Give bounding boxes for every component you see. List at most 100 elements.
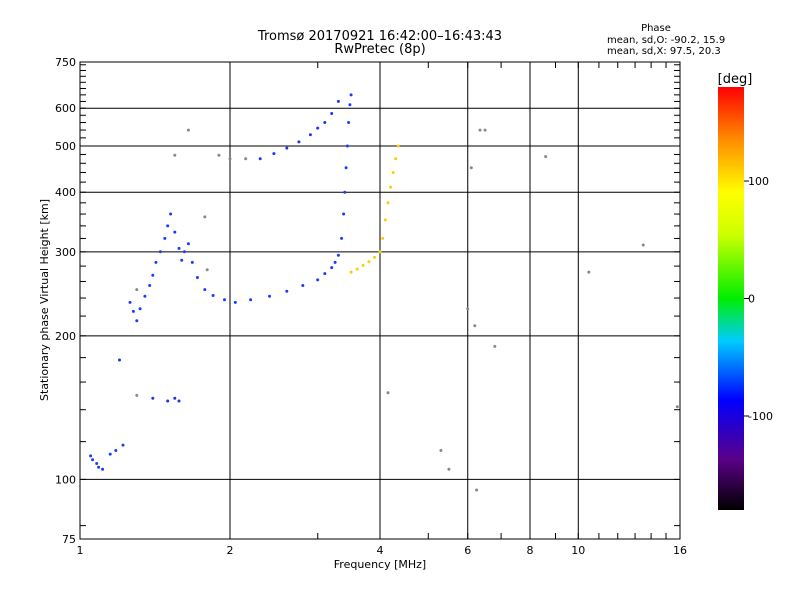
data-point [101, 467, 105, 471]
data-point [166, 224, 170, 228]
data-point [186, 242, 190, 246]
data-point [180, 258, 184, 262]
stats-heading: Phase [641, 23, 671, 34]
data-point [367, 260, 371, 264]
data-point [177, 399, 181, 403]
data-point [91, 458, 95, 462]
data-point [249, 298, 253, 302]
data-point [394, 157, 398, 161]
data-point [97, 465, 101, 469]
colorbar-tick-label: 0 [748, 293, 755, 306]
data-point [135, 288, 139, 292]
data-point [158, 250, 162, 254]
data-point [323, 272, 327, 276]
data-point [439, 449, 443, 452]
data-point [143, 294, 147, 298]
data-point [447, 467, 451, 471]
data-point [386, 391, 390, 395]
data-point [148, 284, 152, 287]
colorbar-ticks: 100 0 -100 [744, 175, 773, 423]
data-point [190, 260, 194, 264]
data-point [475, 488, 479, 492]
data-point [330, 266, 334, 270]
data-point [587, 270, 591, 274]
data-point [95, 462, 99, 465]
y-tick-label: 300 [55, 246, 76, 259]
stats-o-mode: mean, sd,O: -90.2, 15.9 [607, 35, 725, 46]
data-point [396, 144, 400, 148]
colorbar [718, 87, 744, 510]
data-point [268, 294, 271, 298]
y-tick-label: 100 [55, 473, 76, 486]
data-point [330, 112, 334, 115]
data-point [195, 276, 199, 279]
data-point [89, 454, 93, 458]
y-tick-label: 75 [62, 533, 76, 546]
data-point [333, 260, 337, 264]
data-point [151, 396, 155, 400]
colorbar-tick-label: 100 [748, 175, 769, 188]
data-point [118, 358, 121, 362]
data-point [641, 243, 645, 247]
data-point [342, 212, 346, 216]
data-point [316, 278, 320, 282]
data-point [223, 298, 226, 302]
data-point [108, 452, 112, 456]
data-point [128, 300, 132, 304]
data-point [131, 309, 135, 313]
x-tick-label: 8 [527, 544, 534, 557]
data-point [544, 155, 548, 159]
data-point [316, 126, 320, 130]
y-tick-label: 500 [55, 140, 76, 153]
data-point [114, 449, 118, 452]
data-point [386, 201, 390, 205]
data-point [340, 236, 344, 240]
x-tick-label: 1 [77, 544, 84, 557]
y-tick-label: 400 [55, 186, 76, 199]
data-point [469, 166, 473, 170]
data-point [361, 263, 365, 267]
data-point [301, 284, 305, 287]
y-tick-label: 600 [55, 102, 76, 115]
colorbar-tick-label: -100 [748, 410, 773, 423]
data-point [466, 307, 470, 311]
data-point [391, 171, 395, 174]
data-point [203, 288, 207, 292]
data-point [348, 103, 352, 107]
data-point [336, 99, 340, 103]
data-point [323, 121, 327, 124]
data-point [344, 166, 348, 170]
data-point [355, 267, 359, 271]
data-point [154, 260, 158, 264]
data-point [347, 121, 351, 124]
data-point [151, 273, 155, 277]
axis-ticks [79, 62, 681, 539]
data-point [343, 190, 347, 194]
data-point [483, 128, 487, 132]
colorbar-label: [deg] [718, 72, 753, 87]
stats-x-mode: mean, sd,X: 97.5, 20.3 [607, 46, 721, 57]
x-tick-label: 10 [571, 544, 585, 557]
data-point [389, 185, 393, 189]
data-point [308, 133, 312, 137]
y-axis-label: Stationary phase Virtual Height [km] [38, 199, 51, 401]
data-point [166, 399, 170, 403]
data-point [473, 324, 477, 328]
data-points [89, 93, 679, 492]
data-point [297, 140, 301, 144]
x-tick-label: 4 [377, 544, 384, 557]
y-tick-label: 200 [55, 330, 76, 343]
data-point [244, 157, 248, 161]
data-point [121, 443, 125, 447]
data-point [163, 236, 167, 240]
x-tick-label: 6 [464, 544, 471, 557]
data-point [675, 405, 679, 409]
data-point [233, 300, 237, 304]
data-point [336, 253, 340, 257]
data-point [373, 255, 376, 259]
chart-title: Tromsø 20170921 16:42:00–16:43:43 [257, 29, 502, 44]
data-point [272, 152, 276, 156]
x-tick-label: 2 [227, 544, 234, 557]
data-point [169, 212, 173, 216]
